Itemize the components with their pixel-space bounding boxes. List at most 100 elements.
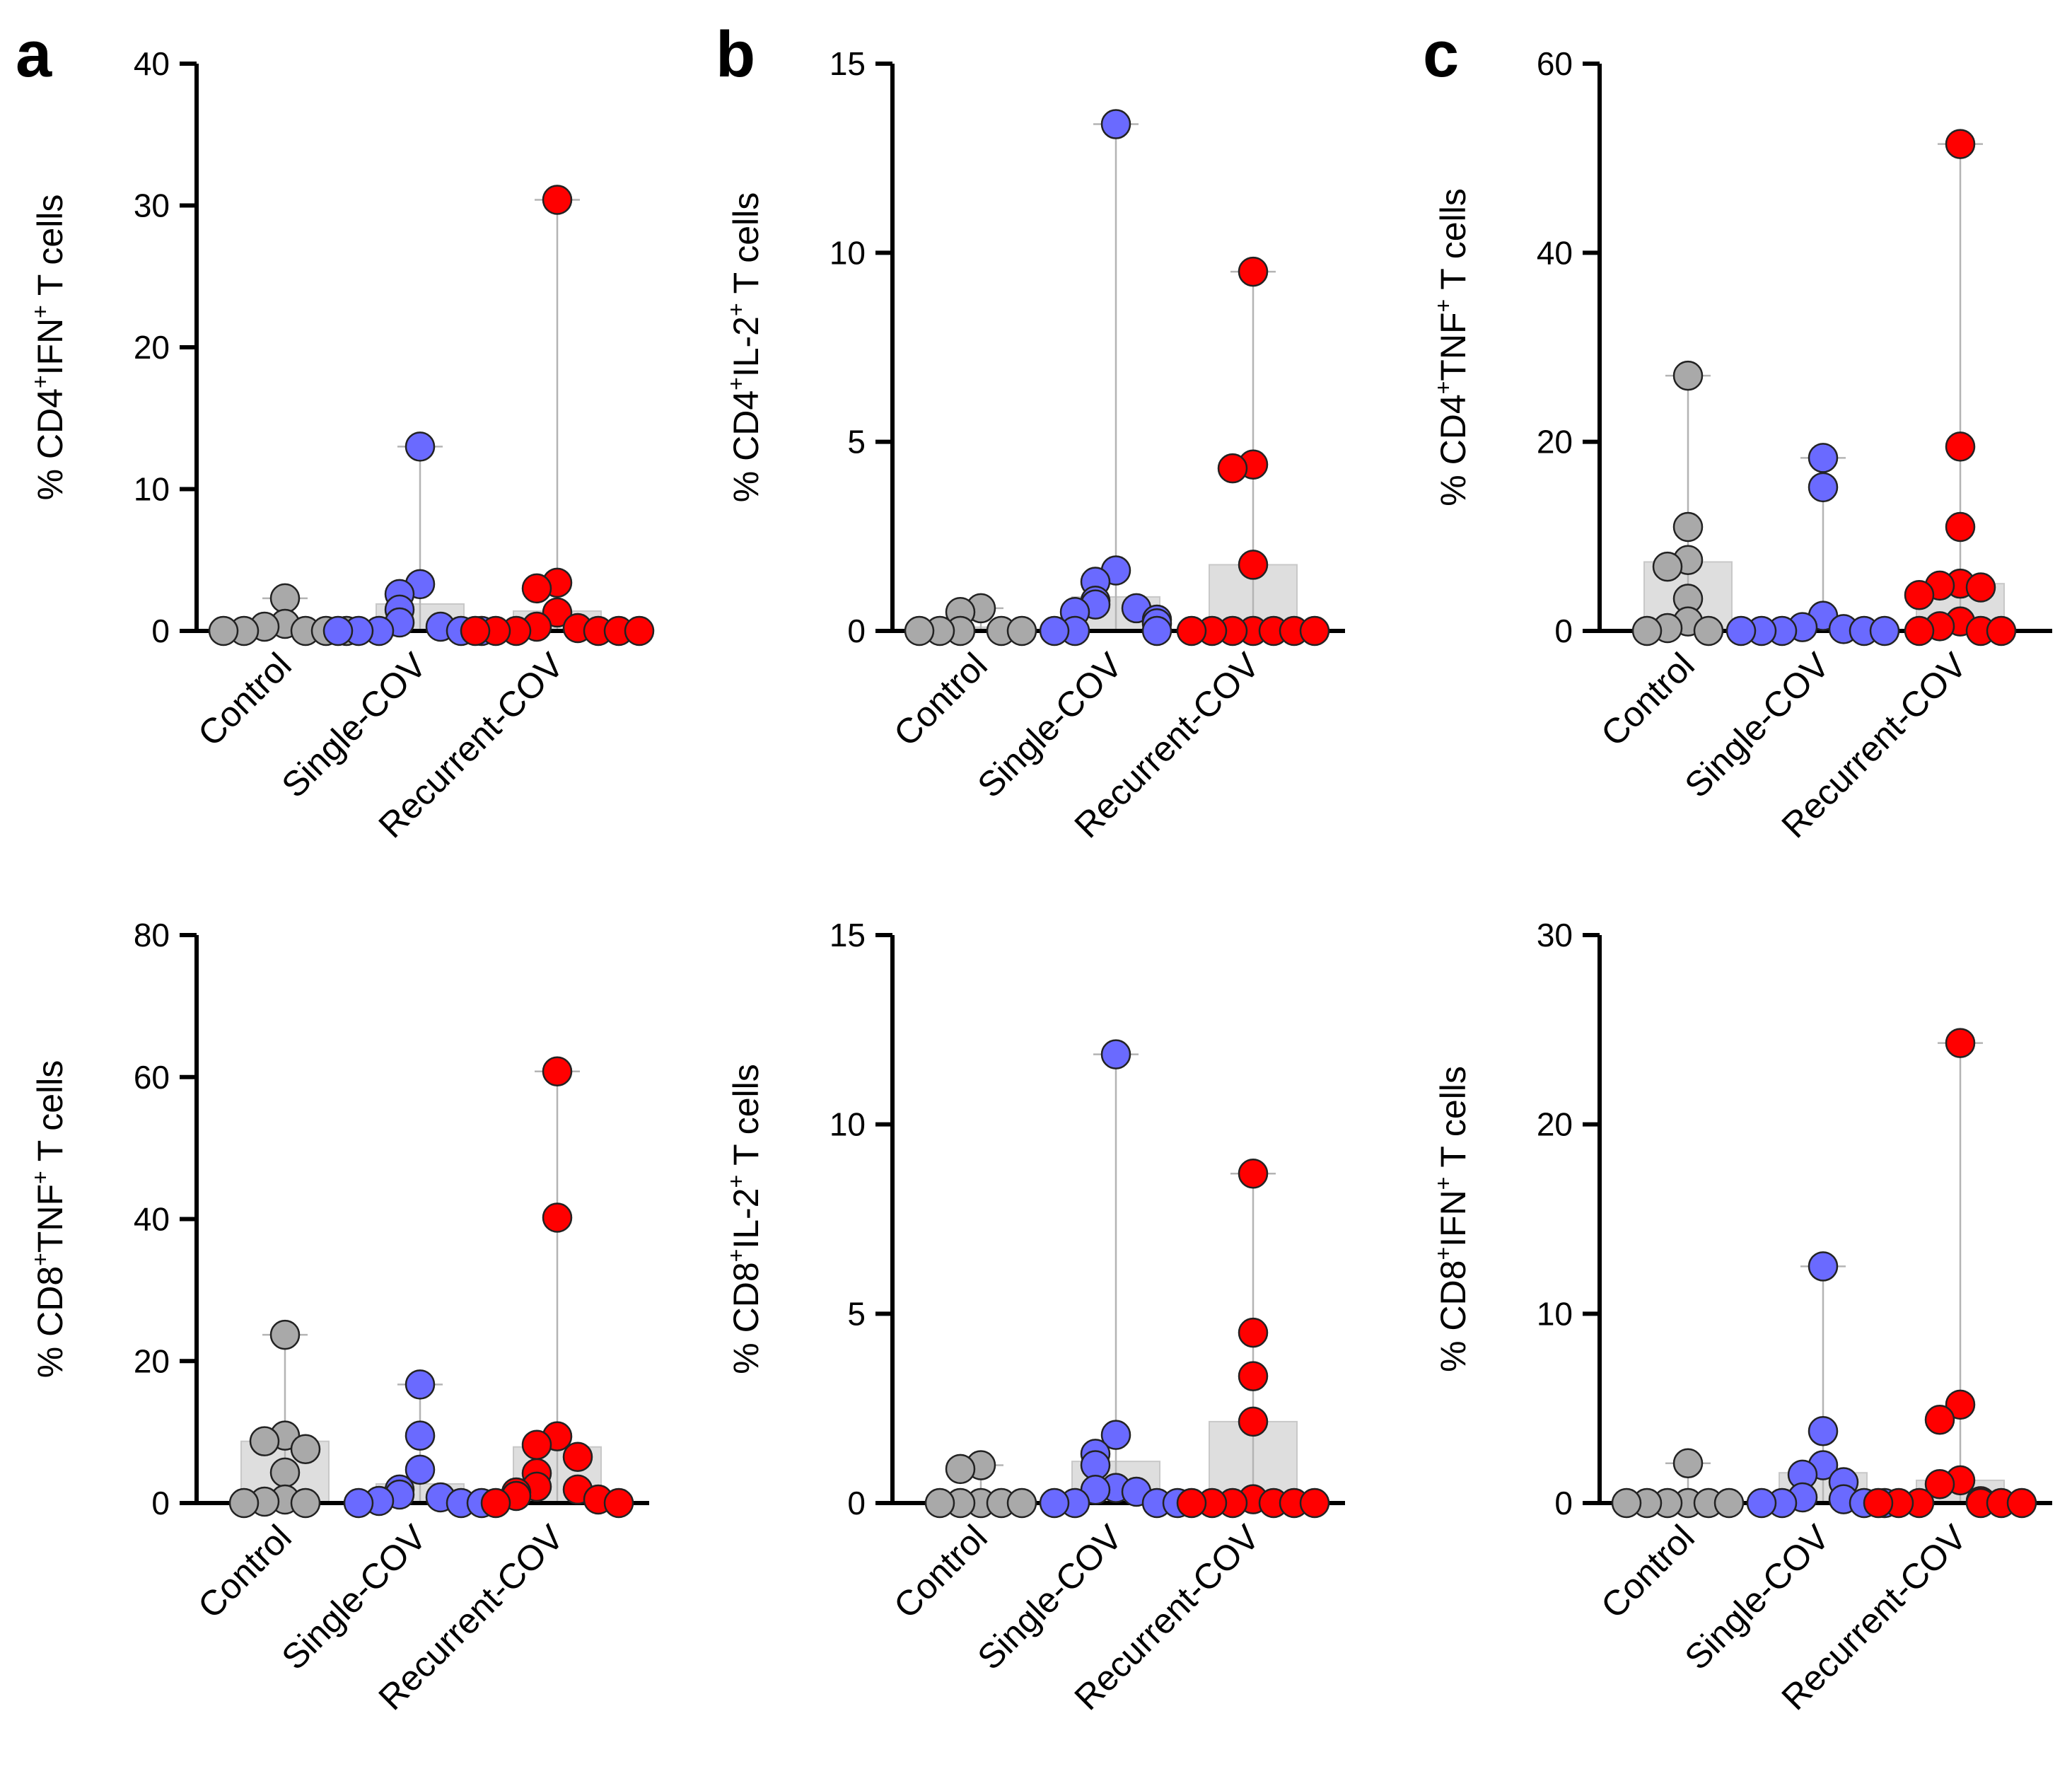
y-axis-label-part: TNF (1433, 312, 1473, 381)
y-tick-label: 5 (847, 1295, 866, 1332)
y-tick-label: 20 (134, 1342, 170, 1379)
y-tick-label: 15 (830, 45, 866, 82)
data-point-single-cov (1039, 615, 1070, 646)
data-point-single-cov (1100, 109, 1131, 139)
y-axis-label: % CD4+IFN+ T cells (28, 195, 70, 501)
data-point-recurrent-cov (1945, 129, 1976, 159)
data-point-recurrent-cov (1924, 1468, 1955, 1500)
data-point-single-cov (1869, 615, 1900, 646)
data-point-recurrent-cov (1945, 511, 1976, 543)
y-axis-label-sup: + (1431, 299, 1456, 313)
y-axis-label-sup: + (28, 375, 53, 388)
data-point-single-cov (1746, 1487, 1777, 1519)
data-point-recurrent-cov (1945, 1028, 1976, 1058)
y-axis-label-part: T cells (1433, 188, 1473, 299)
y-tick-label: 20 (1537, 1106, 1573, 1143)
x-tick-label: Control (190, 1517, 299, 1626)
panel-letter: c (1423, 18, 1459, 91)
data-point-recurrent-cov (460, 615, 491, 646)
y-tick-label: 80 (134, 917, 170, 953)
x-tick-label: Control (1593, 645, 1702, 754)
y-axis-label-part: IL-2 (726, 316, 766, 377)
data-point-recurrent-cov (542, 185, 573, 215)
panel-letter: a (16, 18, 52, 91)
y-axis-label: % CD8+TNF+ T cells (28, 1060, 70, 1379)
panel-2: b% CD4+IL-2+ T cells051015ControlSingle-… (716, 18, 1345, 845)
data-point-single-cov (343, 1487, 374, 1519)
y-axis-label-sup: + (723, 303, 749, 316)
data-point-recurrent-cov (1238, 1317, 1269, 1348)
data-point-single-cov (1725, 615, 1757, 646)
y-tick-label: 40 (134, 1201, 170, 1238)
data-point-control (269, 583, 301, 614)
x-tick-label: Control (886, 1517, 995, 1626)
data-point-control (1611, 1487, 1642, 1519)
data-point-control (228, 1487, 260, 1519)
data-point-control (1672, 511, 1704, 543)
y-tick-label: 0 (1554, 613, 1573, 649)
data-point-control (269, 1457, 301, 1488)
y-tick-label: 10 (830, 234, 866, 271)
data-point-control (1006, 615, 1037, 646)
data-point-control (1713, 1487, 1745, 1519)
y-axis-label-part: T cells (726, 1064, 766, 1175)
data-point-recurrent-cov (1965, 572, 1996, 603)
y-axis-label: % CD8+IL-2+ T cells (723, 1064, 766, 1374)
data-point-control (1672, 1448, 1704, 1479)
data-point-recurrent-cov (624, 615, 655, 646)
y-tick-label: 20 (134, 329, 170, 366)
data-point-recurrent-cov (1863, 1487, 1894, 1519)
data-point-recurrent-cov (1986, 615, 2017, 646)
y-axis-label-sup: + (1431, 1177, 1456, 1190)
y-axis-label-part: T cells (30, 1060, 70, 1171)
data-point-recurrent-cov (603, 1487, 634, 1519)
data-point-single-cov (404, 1369, 436, 1400)
x-tick-label: Control (886, 645, 995, 754)
y-tick-label: 60 (1537, 45, 1573, 82)
y-tick-label: 10 (134, 471, 170, 508)
y-tick-label: 0 (847, 613, 866, 649)
data-point-single-cov (1808, 443, 1839, 473)
data-point-control (290, 1487, 321, 1519)
data-point-recurrent-cov (1238, 256, 1269, 287)
y-axis-label-part: T cells (1433, 1066, 1473, 1177)
y-tick-label: 0 (151, 613, 170, 649)
y-axis-label-part: IFN (30, 318, 70, 376)
y-axis-label-part: % CD8 (30, 1266, 70, 1378)
data-point-recurrent-cov (1945, 431, 1976, 462)
panel-4: % CD8+TNF+ T cells020406080ControlSingle… (28, 917, 649, 1717)
y-axis-label-part: T cells (30, 195, 70, 306)
y-axis-label-sup: + (723, 377, 749, 390)
y-axis-label-part: TNF (30, 1184, 70, 1253)
data-point-control (1693, 615, 1724, 646)
y-tick-label: 60 (134, 1059, 170, 1096)
data-point-recurrent-cov (2006, 1487, 2037, 1519)
y-tick-label: 40 (1537, 234, 1573, 271)
data-point-control (945, 1454, 976, 1485)
data-point-recurrent-cov (542, 1056, 573, 1086)
data-point-single-cov (1039, 1487, 1070, 1519)
y-axis-label-part: % CD4 (726, 390, 766, 502)
y-axis-label-sup: + (723, 1175, 749, 1188)
data-point-single-cov (404, 431, 436, 462)
data-point-recurrent-cov (1238, 1406, 1269, 1437)
y-tick-label: 5 (847, 424, 866, 460)
y-axis-label-part: % CD8 (1433, 1260, 1473, 1372)
data-point-recurrent-cov (1924, 1404, 1955, 1435)
data-point-recurrent-cov (1945, 1389, 1976, 1420)
data-point-single-cov (322, 615, 354, 646)
y-axis-label-part: % CD8 (726, 1262, 766, 1374)
data-point-recurrent-cov (542, 597, 573, 628)
data-point-control (208, 615, 239, 646)
data-point-single-cov (1808, 472, 1839, 503)
panel-3: c% CD4+TNF+ T cells0204060ControlSingle-… (1423, 18, 2052, 845)
panel-6: % CD8+IFN+ T cells0102030ControlSingle-C… (1431, 917, 2052, 1717)
panel-5: % CD8+IL-2+ T cells051015ControlSingle-C… (723, 917, 1345, 1717)
data-point-recurrent-cov (1299, 1487, 1330, 1519)
data-point-control (269, 1319, 301, 1350)
data-point-single-cov (1808, 1251, 1839, 1282)
data-point-recurrent-cov (1299, 615, 1330, 646)
data-point-control (1631, 615, 1663, 646)
y-tick-label: 20 (1537, 424, 1573, 460)
